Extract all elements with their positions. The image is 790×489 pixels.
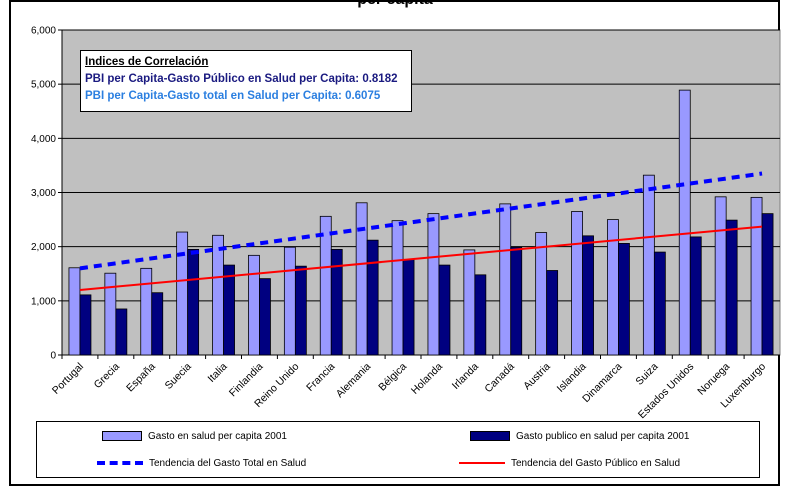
bar-total: [104, 272, 117, 356]
annotation-line-total: PBI per Capita-Gasto total en Salud per …: [85, 90, 381, 102]
bar-total: [427, 213, 440, 356]
y-tick-label: 2,000: [31, 242, 56, 253]
bar-total: [176, 231, 189, 356]
bar-total: [212, 234, 224, 356]
y-tick-label: 0: [50, 351, 56, 362]
trendline-public: [79, 225, 763, 291]
bar-public: [474, 274, 487, 356]
bar-public: [223, 264, 235, 356]
y-tick-label: 1,000: [31, 296, 56, 307]
x-tick-label: Holanda: [409, 361, 445, 397]
trendline-total: [79, 171, 763, 271]
legend-swatch-public: [470, 431, 510, 441]
legend-swatch-total-trend: [97, 461, 143, 465]
bar-public: [510, 246, 523, 356]
x-tick-label: Italia: [205, 361, 229, 385]
correlation-annotation: Indices de Correlación PBI per Capita-Ga…: [80, 50, 412, 112]
x-tick-label: Austria: [521, 361, 553, 393]
annotation-heading: Indices de Correlación: [85, 56, 209, 68]
x-tick-label: España: [124, 361, 158, 395]
x-tick-label: Francia: [304, 361, 337, 394]
bar-public: [546, 270, 559, 356]
bar-public: [151, 292, 164, 356]
legend-label-public: Gasto publico en salud per capita 2001: [516, 430, 690, 442]
bar-total: [283, 246, 296, 356]
x-tick-label: Canadá: [482, 361, 517, 396]
bar-total: [463, 249, 476, 356]
bar-total: [571, 211, 583, 356]
y-tick-label: 5,000: [31, 80, 56, 91]
legend-label-total: Gasto en salud per capita 2001: [148, 430, 287, 442]
x-tick-label: Irlanda: [450, 361, 481, 392]
bar-public: [725, 219, 738, 356]
bar-public: [582, 235, 594, 356]
bar-public: [438, 264, 451, 356]
bar-total: [248, 254, 260, 356]
bar-public: [187, 248, 200, 356]
bar-total: [391, 220, 404, 356]
legend-item-total-bars: Gasto en salud per capita 2001: [102, 428, 287, 444]
legend-label-total-trend: Tendencia del Gasto Total en Salud: [149, 457, 307, 469]
bar-public: [653, 251, 666, 356]
x-tick-label: Portugal: [50, 361, 86, 397]
x-tick-label: Grecia: [92, 361, 122, 391]
bar-total: [319, 215, 332, 356]
bar-public: [618, 243, 630, 356]
x-tick-label: Suecia: [163, 361, 194, 392]
bar-total: [714, 196, 727, 356]
x-tick-label: Alemania: [334, 361, 374, 401]
chart-title: per capita: [0, 0, 790, 9]
legend-item-public-bars: Gasto publico en salud per capita 2001: [470, 428, 689, 444]
bar-public: [294, 265, 307, 356]
legend-item-total-trend: Tendencia del Gasto Total en Salud: [97, 455, 306, 471]
x-tick-label: Dinamarca: [580, 361, 624, 405]
bar-total: [535, 232, 548, 356]
bar-public: [330, 248, 343, 356]
bar-public: [259, 278, 271, 356]
x-tick-label: Islandia: [555, 361, 589, 395]
bar-public: [689, 236, 702, 356]
bar-public: [79, 294, 92, 356]
bar-total: [499, 203, 512, 356]
bar-total: [355, 202, 368, 356]
bar-total: [750, 196, 763, 356]
x-tick-label: Bélgica: [376, 361, 409, 394]
legend-item-public-trend: Tendencia del Gasto Público en Salud: [459, 455, 680, 471]
bar-public: [115, 308, 128, 356]
x-tick-label: Noruega: [695, 361, 732, 398]
x-tick-label: Suiza: [633, 361, 660, 388]
legend-label-public-trend: Tendencia del Gasto Público en Salud: [511, 457, 681, 469]
legend-swatch-total: [102, 431, 142, 441]
legend: Gasto en salud per capita 2001 Gasto pub…: [36, 421, 760, 478]
y-tick-label: 4,000: [31, 134, 56, 145]
bar-public: [366, 239, 379, 356]
bar-total: [68, 267, 81, 356]
bar-public: [402, 259, 415, 356]
annotation-line-public: PBI per Capita-Gasto Público en Salud pe…: [85, 73, 398, 85]
y-tick-label: 3,000: [31, 188, 56, 199]
legend-swatch-public-trend: [459, 462, 505, 464]
bar-total: [140, 267, 153, 356]
bar-total: [642, 174, 655, 356]
bar-public: [761, 213, 774, 356]
y-tick-label: 6,000: [31, 26, 56, 37]
bar-total: [678, 89, 691, 356]
